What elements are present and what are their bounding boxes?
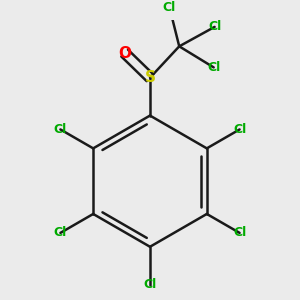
Text: S: S — [145, 70, 155, 85]
Text: Cl: Cl — [233, 123, 246, 136]
Text: Cl: Cl — [233, 226, 246, 239]
Text: Cl: Cl — [207, 61, 220, 74]
Text: Cl: Cl — [163, 1, 176, 14]
Text: Cl: Cl — [54, 226, 67, 239]
Text: Cl: Cl — [54, 123, 67, 136]
Text: O: O — [118, 46, 131, 61]
Text: Cl: Cl — [208, 20, 221, 33]
Text: Cl: Cl — [143, 278, 157, 291]
